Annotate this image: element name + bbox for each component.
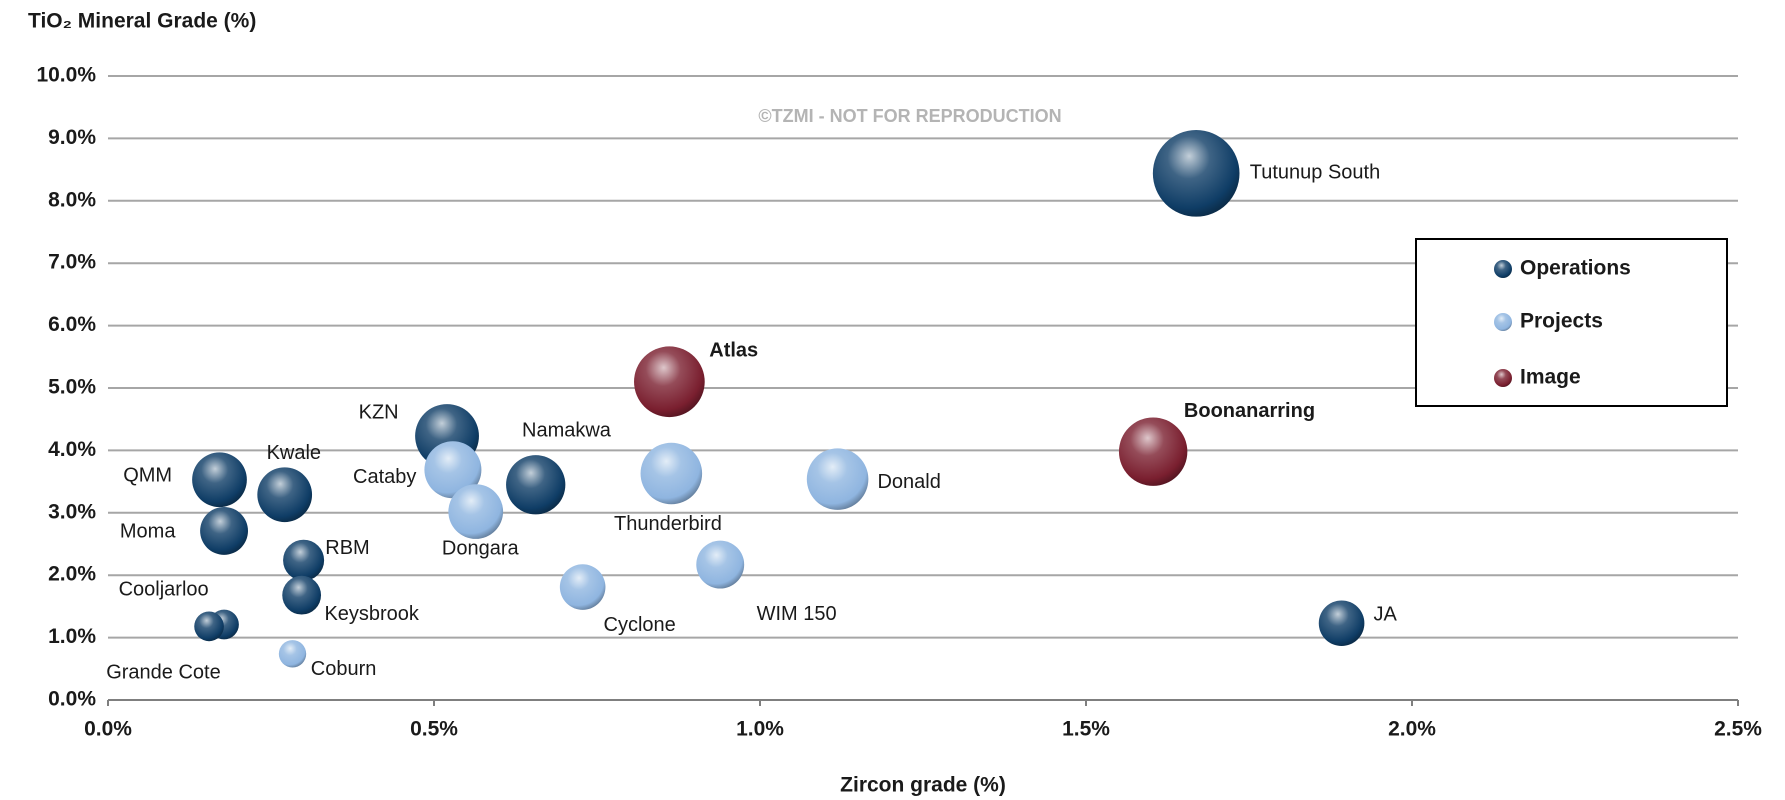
legend-label: Operations <box>1520 257 1631 280</box>
point-label: Namakwa <box>522 419 612 441</box>
point-label: Atlas <box>709 339 758 361</box>
legend-box <box>1415 238 1728 407</box>
legend-label: Projects <box>1520 310 1603 333</box>
y-tick-label: 9.0% <box>48 126 96 149</box>
bubble <box>257 467 313 523</box>
point-label: Kwale <box>267 442 321 464</box>
legend-marker <box>1494 260 1512 278</box>
bubble <box>424 441 482 499</box>
y-tick-label: 7.0% <box>48 251 96 274</box>
x-tick-label: 2.0% <box>1388 718 1436 741</box>
bubble <box>1152 130 1240 217</box>
bubble <box>282 575 322 615</box>
point-label: Keysbrook <box>324 603 419 625</box>
bubble <box>1318 600 1365 647</box>
bubble <box>192 452 247 508</box>
legend-marker <box>1494 313 1512 331</box>
x-tick-label: 0.0% <box>84 718 132 741</box>
bubble <box>194 611 224 642</box>
point-label: Dongara <box>442 537 520 559</box>
y-axis-title: TiO₂ Mineral Grade (%) <box>28 10 256 33</box>
x-axis-title: Zircon grade (%) <box>840 774 1006 797</box>
bubble <box>448 484 504 539</box>
y-tick-label: 10.0% <box>36 64 96 87</box>
watermark: ©TZMI - NOT FOR REPRODUCTION <box>758 106 1061 126</box>
point-label: Boonanarring <box>1184 400 1315 422</box>
y-tick-label: 0.0% <box>48 688 96 711</box>
x-tick-label: 0.5% <box>410 718 458 741</box>
point-label: QMM <box>123 465 172 487</box>
y-tick-label: 5.0% <box>48 376 96 399</box>
bubble <box>559 564 606 610</box>
point-label: Tutunup South <box>1250 162 1380 184</box>
legend-label: Image <box>1520 366 1581 389</box>
point-label: KZN <box>359 402 399 424</box>
point-label: RBM <box>325 537 369 559</box>
x-tick-label: 1.5% <box>1062 718 1110 741</box>
y-tick-label: 6.0% <box>48 313 96 336</box>
legend-marker <box>1494 369 1512 387</box>
bubble <box>634 346 705 418</box>
bubble <box>640 442 703 505</box>
x-tick-label: 1.0% <box>736 718 784 741</box>
point-label: Thunderbird <box>614 513 722 535</box>
point-label: Donald <box>877 471 940 493</box>
y-tick-label: 3.0% <box>48 500 96 523</box>
point-label: Cataby <box>353 466 416 488</box>
x-tick-label: 2.5% <box>1714 718 1762 741</box>
bubble <box>696 540 745 589</box>
point-label: Cooljarloo <box>119 579 209 601</box>
bubble <box>506 455 566 515</box>
bubble <box>278 640 307 668</box>
bubble <box>1118 417 1188 486</box>
point-label: JA <box>1374 604 1398 626</box>
point-label: WIM 150 <box>757 603 837 625</box>
point-label: Cyclone <box>604 614 676 636</box>
point-label: Coburn <box>311 658 377 680</box>
y-tick-label: 1.0% <box>48 625 96 648</box>
point-label: Grande Cote <box>106 661 221 683</box>
y-tick-label: 8.0% <box>48 188 96 211</box>
point-label: Moma <box>120 520 176 542</box>
bubble <box>200 506 248 555</box>
y-tick-label: 2.0% <box>48 563 96 586</box>
bubble <box>283 539 325 581</box>
bubble <box>806 448 869 510</box>
y-tick-label: 4.0% <box>48 438 96 461</box>
